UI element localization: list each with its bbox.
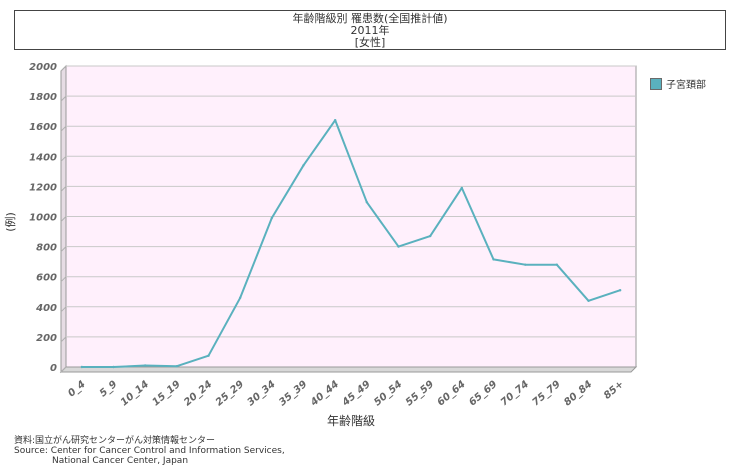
data-point	[238, 296, 242, 299]
x-tick-label: 25_29	[214, 379, 246, 409]
x-tick-label: 55_59	[404, 379, 436, 409]
data-point	[80, 365, 84, 369]
legend: 子宮頚部	[650, 76, 706, 91]
y-tick-label: 1200	[29, 182, 57, 193]
y-tick-label: 1600	[29, 122, 57, 133]
x-tick-label: 10_14	[119, 379, 151, 409]
x-tick-label: 0_4	[66, 379, 88, 400]
data-point	[460, 186, 464, 190]
data-point	[333, 118, 337, 122]
data-point	[207, 354, 210, 357]
data-point	[523, 263, 527, 266]
gridline-depth	[60, 306, 67, 313]
y-tick-label: 600	[36, 273, 57, 284]
data-point	[143, 364, 147, 367]
source-footer: 資料:国立がん研究センターがん対策情報センター Source: Center f…	[14, 436, 285, 466]
x-tick-label: 15_19	[151, 379, 183, 409]
gridline-depth	[60, 65, 67, 72]
y-tick-label: 1800	[29, 92, 57, 103]
data-point	[428, 234, 432, 238]
x-tick-label: 50_54	[372, 379, 404, 409]
y-tick-label: 400	[35, 303, 57, 314]
source-line-3: National Cancer Center, Japan	[52, 456, 189, 466]
data-point	[175, 365, 179, 368]
chart-title: 年齢階級別 罹患数(全国推計値)	[292, 12, 448, 25]
data-point	[112, 365, 115, 369]
data-point	[365, 201, 369, 204]
data-point	[492, 258, 495, 261]
gridline-depth	[60, 95, 67, 102]
x-tick-label: 70_74	[499, 379, 531, 409]
data-point	[302, 164, 305, 167]
gridline-depth	[60, 366, 67, 373]
gridline-depth	[60, 186, 67, 192]
x-tick-label: 20_24	[182, 379, 214, 409]
series-line-cervix	[81, 119, 621, 368]
y-tick-label: 1000	[29, 213, 57, 224]
gridline-depth	[60, 336, 67, 343]
plot-floor	[59, 366, 638, 373]
data-point	[397, 245, 400, 248]
y-tick-label: 200	[36, 333, 57, 344]
data-point	[618, 289, 622, 292]
x-tick-label: 30_34	[246, 379, 278, 409]
chart-year: 2011年	[350, 24, 390, 37]
x-tick-label: 65_69	[467, 379, 499, 409]
gridline-depth	[60, 125, 67, 132]
x-tick-label: 45_49	[340, 379, 373, 409]
x-tick-label: 85+	[602, 379, 626, 402]
x-tick-label: 75_79	[531, 379, 563, 409]
y-tick-label: 800	[36, 243, 57, 254]
data-point	[555, 263, 559, 266]
chart-subtitle: [女性]	[354, 36, 386, 49]
legend-swatch	[650, 77, 662, 90]
legend-label: 子宮頚部	[666, 80, 706, 91]
x-tick-label: 80_84	[562, 379, 594, 409]
gridline-depth	[60, 216, 67, 222]
y-tick-label: 0	[50, 363, 57, 374]
x-tick-label: 35_39	[277, 379, 309, 409]
y-tick-label: 1400	[29, 152, 57, 163]
x-axis-label: 年齢階級	[327, 413, 375, 428]
gridline-depth	[60, 246, 67, 252]
source-line-1: 資料:国立がん研究センターがん対策情報センター	[14, 436, 216, 446]
gridline-depth	[60, 276, 67, 283]
y-axis-label: (例)	[3, 212, 17, 232]
chart-title-box: 年齢階級別 罹患数(全国推計値) 2011年 [女性]	[14, 10, 726, 50]
data-point	[587, 299, 590, 302]
gridline-depth	[60, 155, 67, 162]
x-tick-label: 40_44	[308, 379, 341, 409]
data-point	[270, 216, 274, 220]
x-tick-label: 60_64	[436, 379, 468, 409]
x-tick-label: 5_9	[98, 379, 120, 400]
y-tick-label: 2000	[29, 62, 57, 73]
source-line-2: Source: Center for Cancer Control and In…	[14, 446, 285, 456]
